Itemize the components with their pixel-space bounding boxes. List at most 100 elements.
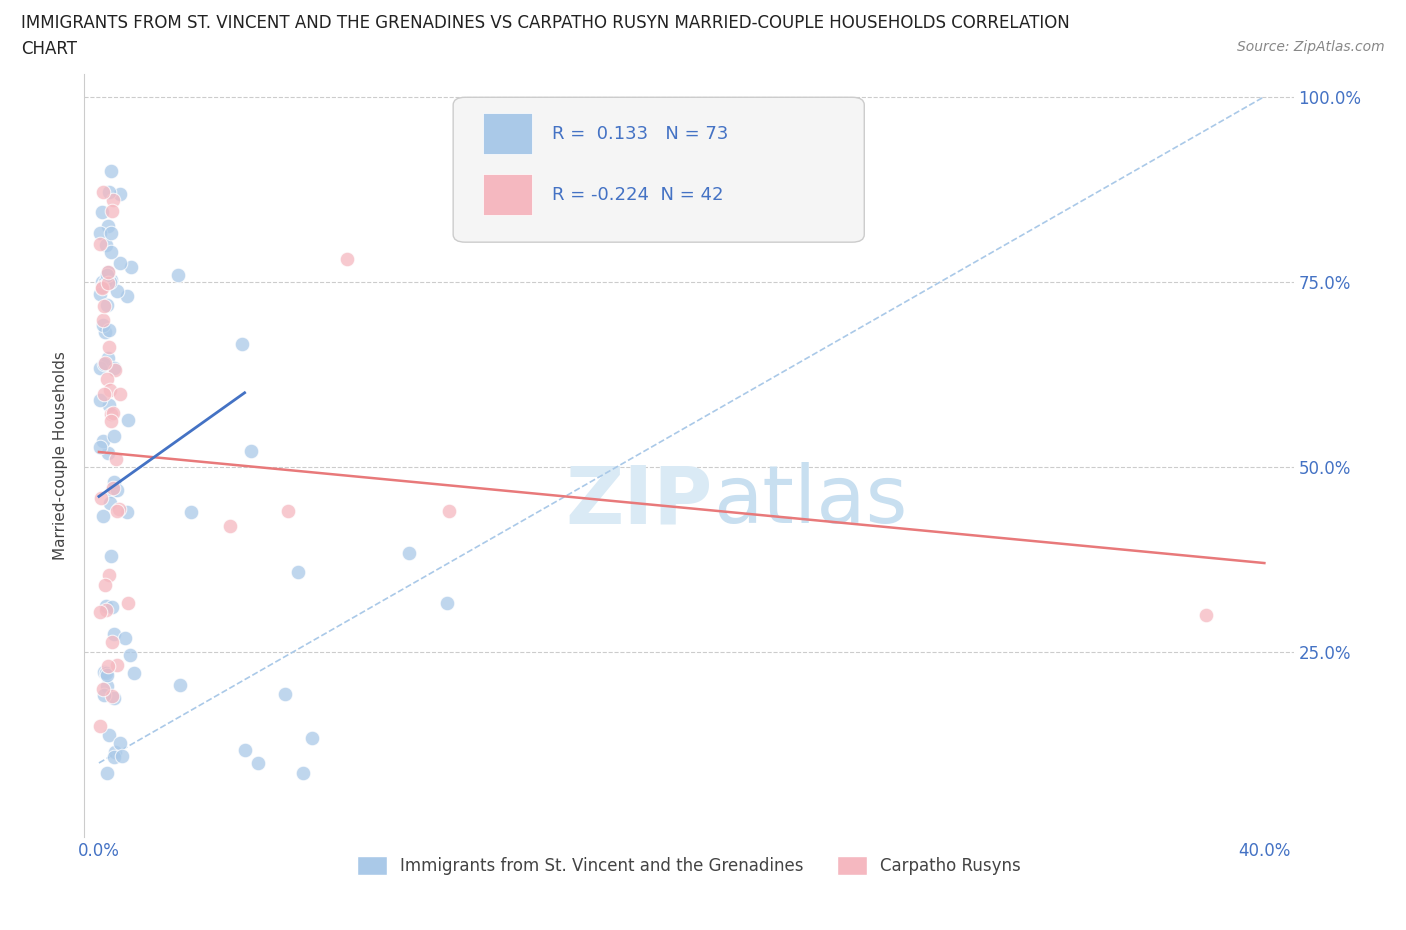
Point [100,245,122,259]
Point [89,392,111,407]
Point [108,186,131,201]
Point [103,193,125,207]
Point [93,355,115,370]
Point [94,598,117,613]
Point [96,668,118,683]
Point [103,429,125,444]
Point [100,414,122,429]
Text: Source: ZipAtlas.com: Source: ZipAtlas.com [1237,40,1385,54]
Point [94,237,117,252]
Point [239,444,262,458]
Point [292,765,315,780]
Point [96,679,118,694]
Point [336,252,359,267]
Point [301,731,323,746]
Point [89,237,111,252]
Point [98,727,121,742]
Point [97,265,120,280]
Point [101,689,124,704]
Text: CHART: CHART [21,40,77,58]
Text: IMMIGRANTS FROM ST. VINCENT AND THE GRENADINES VS CARPATHO RUSYN MARRIED-COUPLE : IMMIGRANTS FROM ST. VINCENT AND THE GREN… [21,14,1070,32]
Point [247,756,270,771]
Point [117,595,139,610]
Text: R = -0.224  N = 42: R = -0.224 N = 42 [553,186,724,204]
Point [94,578,117,592]
Point [91,509,114,524]
Point [107,284,129,299]
Point [166,268,188,283]
Legend: Immigrants from St. Vincent and the Grenadines, Carpatho Rusyns: Immigrants from St. Vincent and the Gren… [350,849,1028,882]
Point [91,682,114,697]
Point [100,225,122,240]
FancyBboxPatch shape [484,113,531,154]
Point [94,602,117,617]
Point [180,505,202,520]
Y-axis label: Married-couple Households: Married-couple Households [53,352,69,560]
Point [89,439,111,454]
Point [89,226,111,241]
Point [169,677,191,692]
Point [103,691,125,706]
Point [93,299,115,313]
Point [108,736,131,751]
Point [98,274,121,289]
Point [274,686,297,701]
Point [94,325,117,339]
Point [115,504,138,519]
Point [91,433,114,448]
Point [90,205,112,219]
Point [436,595,458,610]
Point [101,600,124,615]
Point [89,718,111,733]
Point [98,382,121,397]
Point [287,565,309,579]
Point [104,363,127,378]
Point [97,445,120,460]
Point [97,351,120,365]
Point [93,184,115,199]
Point [101,484,124,498]
Point [96,268,118,283]
Point [100,406,122,421]
Point [104,745,127,760]
Point [100,272,122,287]
Point [100,496,122,511]
Point [96,371,118,386]
FancyBboxPatch shape [453,98,865,242]
Point [98,397,121,412]
Point [91,275,114,290]
Text: atlas: atlas [713,462,907,540]
Point [105,504,128,519]
Point [1195,607,1218,622]
Point [94,666,117,681]
Point [108,502,131,517]
Point [98,340,121,355]
FancyBboxPatch shape [484,174,531,216]
Point [100,164,122,179]
Point [117,413,139,428]
Point [105,658,128,673]
Text: R =  0.133   N = 73: R = 0.133 N = 73 [553,125,728,143]
Text: ZIP: ZIP [565,462,713,540]
Point [93,665,115,680]
Point [114,631,136,645]
Point [120,259,142,274]
Point [122,665,145,680]
Point [98,184,121,199]
Point [91,317,114,332]
Point [101,405,124,420]
Point [89,361,111,376]
Point [277,504,299,519]
Point [89,604,111,619]
Point [231,337,253,352]
Point [100,549,122,564]
Point [117,288,139,303]
Point [118,647,141,662]
Point [97,275,120,290]
Point [219,519,242,534]
Point [89,286,111,301]
Point [103,474,125,489]
Point [103,361,125,376]
Point [100,635,122,650]
Point [97,658,120,673]
